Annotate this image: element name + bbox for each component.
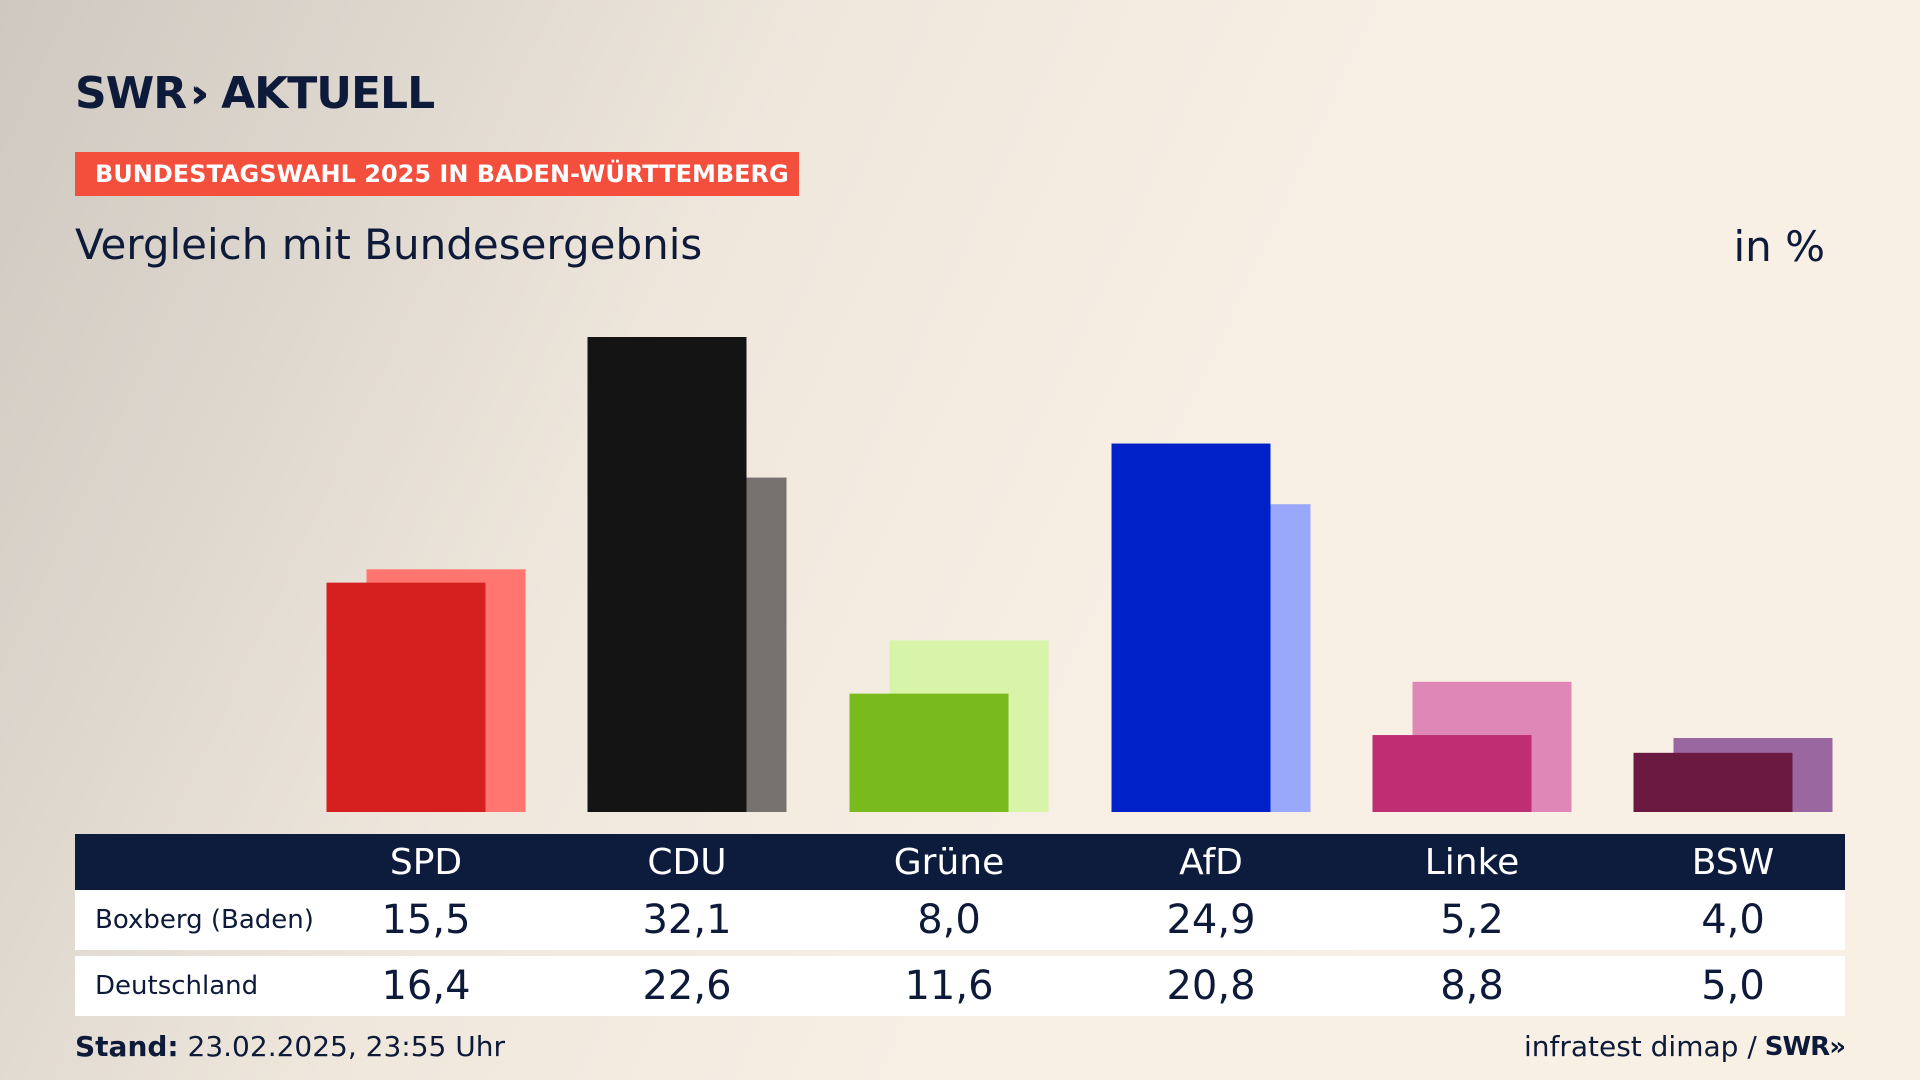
logo-aktuell-text: AKTUELL	[221, 68, 435, 119]
bar-local-spd	[326, 582, 486, 812]
table-header-spd: SPD	[389, 842, 463, 883]
swr-mini-logo: SWR»	[1764, 1031, 1846, 1062]
table-cell: 4,0	[1701, 897, 1765, 943]
table-header-afd: AfD	[1179, 842, 1243, 883]
table-header-linke: Linke	[1424, 842, 1520, 883]
table-cell: 32,1	[642, 897, 732, 943]
stand-label: Stand:	[75, 1030, 179, 1063]
bar-chart	[326, 337, 1833, 812]
logo-swr-text: SWR	[75, 68, 187, 119]
swr-aktuell-logo: SWR ›› AKTUELL	[75, 68, 435, 119]
row-label-national: Deutschland	[95, 971, 259, 1001]
row-label-local: Boxberg (Baden)	[95, 905, 314, 935]
stand-value: 23.02.2025, 23:55 Uhr	[187, 1030, 505, 1063]
table-cell: 8,8	[1440, 963, 1504, 1009]
table-cell: 5,2	[1440, 897, 1504, 943]
unit-label: in %	[1733, 222, 1825, 271]
bar-local-linke	[1372, 735, 1532, 812]
bar-local-bsw	[1633, 752, 1793, 812]
election-kicker-banner: BUNDESTAGSWAHL 2025 IN BADEN-WÜRTTEMBERG	[75, 152, 799, 196]
table-cell: 16,4	[381, 963, 471, 1009]
table-cell: 22,6	[642, 963, 732, 1009]
bar-local-cdu	[587, 337, 747, 812]
source-credit: infratest dimap / SWR»	[1523, 1030, 1846, 1063]
table-cell: 20,8	[1166, 963, 1256, 1009]
table-cell: 11,6	[904, 963, 994, 1009]
table-header-bsw: BSW	[1691, 842, 1775, 883]
table-cell: 24,9	[1166, 897, 1256, 943]
chart-title: Vergleich mit Bundesergebnis	[75, 220, 703, 269]
table-header-row: SPD CDU Grüne AfD Linke BSW	[75, 834, 1845, 890]
table-row: Deutschland 16,4 22,6 11,6 20,8 8,8 5,0	[75, 956, 1845, 1016]
table-cell: 15,5	[381, 897, 471, 943]
table-cell: 5,0	[1701, 963, 1765, 1009]
table-cell: 8,0	[917, 897, 981, 943]
bar-local-afd	[1111, 443, 1271, 812]
table-header-cdu: CDU	[647, 842, 727, 883]
results-table: SPD CDU Grüne AfD Linke BSW Boxberg (Baden) 1…	[75, 834, 1845, 1016]
table-header-grüne: Grüne	[893, 842, 1005, 883]
timestamp: Stand: 23.02.2025, 23:55 Uhr	[75, 1030, 505, 1063]
table-row: Boxberg (Baden) 15,5 32,1 8,0 24,9 5,2 4,0	[75, 890, 1845, 950]
bar-local-grüne	[849, 693, 1009, 812]
source-text: infratest dimap /	[1523, 1030, 1757, 1063]
logo-chevron-icon: ››	[190, 70, 209, 117]
